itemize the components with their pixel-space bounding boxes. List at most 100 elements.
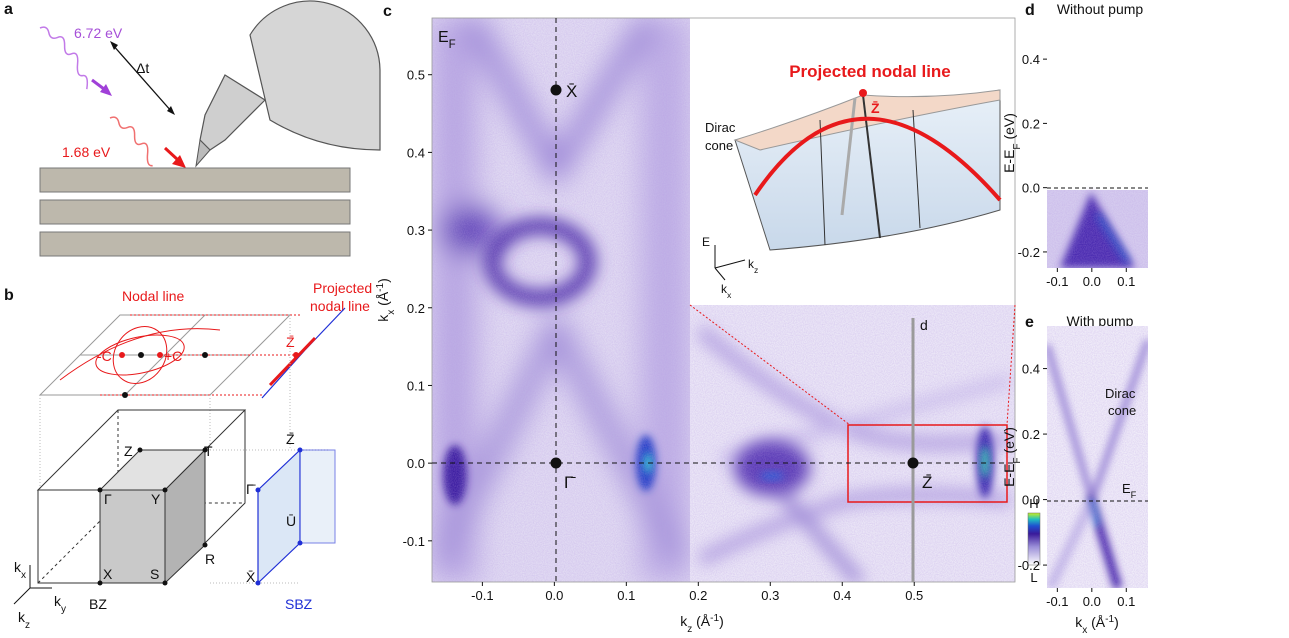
colorbar-label: H — [1029, 496, 1038, 511]
y-tick-label: 0.4 — [1022, 362, 1040, 377]
node — [255, 487, 261, 493]
layer — [39, 199, 351, 225]
y-tick-label: -0.1 — [403, 534, 425, 549]
text-part: k — [1075, 614, 1083, 630]
axis-label: ky — [54, 593, 67, 615]
text-part: (Å — [375, 291, 391, 310]
x-tick-label: 0.0 — [545, 588, 563, 603]
text-part: F — [1012, 457, 1023, 463]
text-part: k — [748, 257, 755, 271]
text-part: (Å — [692, 613, 711, 629]
node — [97, 487, 103, 493]
panel-title: Without pump — [1057, 1, 1144, 17]
wave — [109, 116, 153, 167]
y-tick-label: 0.4 — [407, 145, 425, 160]
node — [297, 540, 303, 546]
analyzer-tip — [195, 138, 211, 168]
z-bar-point — [859, 89, 867, 97]
axis — [714, 267, 726, 281]
noise — [690, 305, 1015, 582]
sbz-caption: SBZ — [285, 596, 313, 612]
loop — [95, 334, 185, 376]
y-tick-label: 0.0 — [1022, 493, 1040, 508]
sbz-plane — [299, 449, 336, 544]
inset-label: cone — [705, 138, 733, 153]
panel-e: e With pump Dirac cone EF kx (Å-1) E-EF … — [1001, 313, 1148, 636]
bz-label: Γ — [104, 491, 112, 507]
delay-label: Δt — [136, 60, 149, 76]
noise — [1047, 190, 1148, 268]
x-tick-label: -0.1 — [1046, 274, 1068, 289]
edge — [37, 502, 245, 584]
nodal-line-label: Nodal line — [122, 288, 184, 304]
zoom-guide — [689, 304, 851, 426]
inset-label: Z̄ — [871, 99, 880, 116]
layer — [39, 167, 351, 193]
text-part: k — [14, 559, 22, 575]
bz-caption: BZ — [89, 596, 107, 612]
y-axis-label: kx (Å-1) — [375, 278, 397, 322]
text-part: y — [61, 604, 67, 615]
cut-label: d — [920, 317, 928, 333]
y-tick-label: 0.2 — [1022, 116, 1040, 131]
arrow-head — [172, 155, 186, 168]
cut-line — [840, 97, 857, 216]
panel-letter: b — [4, 287, 14, 304]
nodal-line — [59, 314, 300, 396]
text-part: k — [680, 613, 688, 629]
node — [202, 447, 208, 453]
node — [297, 447, 303, 453]
node — [162, 580, 168, 586]
arrow-head — [110, 41, 118, 50]
annotation: Dirac — [1105, 386, 1136, 401]
x-tick-label: 0.0 — [1083, 594, 1101, 609]
node — [202, 352, 208, 358]
y-tick-label: 0.5 — [407, 68, 425, 83]
inset-title: Projected nodal line — [789, 62, 951, 81]
x-axis-label: kx (Å-1) — [1075, 614, 1119, 636]
point-label: -C — [97, 348, 112, 364]
point-label: Γ̄ — [564, 473, 576, 492]
noise — [1047, 326, 1148, 588]
panel-letter: c — [383, 3, 392, 20]
axis-label: kz — [18, 609, 30, 631]
x-tick-label: 0.5 — [905, 588, 923, 603]
text-part: -1 — [375, 282, 386, 291]
text-part: -1 — [710, 613, 719, 624]
text-part: (eV) — [1001, 427, 1017, 457]
arrow-head — [167, 106, 175, 115]
bz-label: S — [150, 566, 159, 582]
inset-axis-label: kz — [748, 257, 758, 275]
x-tick-label: 0.3 — [761, 588, 779, 603]
projected-nodal-line — [268, 336, 317, 387]
photon-energy: 1.68 eV — [62, 144, 111, 160]
sbz-nodes — [255, 447, 303, 586]
x-tick-label: 0.1 — [1117, 594, 1135, 609]
inset-axes — [714, 245, 746, 281]
y-tick-label: 0.2 — [1022, 427, 1040, 442]
arpes-map-right — [690, 305, 1015, 582]
panel-title: With pump — [1067, 313, 1134, 329]
projected-label: Projected — [313, 280, 372, 296]
text-part: -1 — [1105, 614, 1114, 625]
sbz-label: Ū — [286, 513, 296, 529]
node — [202, 542, 208, 548]
photon-energy: 6.72 eV — [74, 25, 123, 41]
panel-c: c — [375, 3, 1041, 635]
cut-lines — [819, 94, 921, 246]
y-tick-label: -0.2 — [1018, 245, 1040, 260]
point-label: Z̄ — [922, 473, 932, 492]
cut-line — [819, 119, 826, 246]
loop — [59, 328, 221, 381]
panel-b: b Nodal line Projected nodal line -C +C … — [4, 280, 372, 631]
node — [122, 392, 128, 398]
sbz-label: X̄ — [246, 569, 256, 585]
text-part: k — [18, 609, 26, 625]
arpes-map — [1047, 18, 1148, 268]
x-tick-label: -0.1 — [471, 588, 493, 603]
node — [119, 352, 125, 358]
text-part: x — [21, 570, 26, 581]
node — [157, 352, 163, 358]
y-axis-label: E-EF (eV) — [1001, 113, 1023, 173]
